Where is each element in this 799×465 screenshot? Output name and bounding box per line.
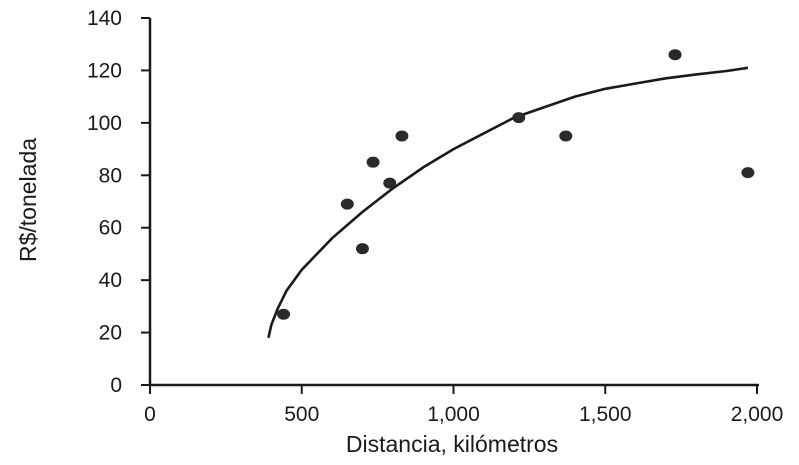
y-axis-title: R$/tonelada	[15, 138, 41, 262]
y-tick-label: 100	[87, 112, 122, 135]
data-point	[559, 130, 573, 142]
y-tick-label: 0	[110, 374, 122, 397]
y-tick-label: 20	[99, 322, 122, 345]
data-point	[512, 112, 526, 124]
x-tick-label: 0	[144, 403, 156, 426]
data-point	[366, 156, 380, 168]
x-tick-label: 2,000	[731, 403, 784, 426]
y-tick-label: 80	[99, 164, 122, 187]
data-point	[741, 167, 755, 179]
data-point	[668, 49, 682, 61]
data-point	[340, 198, 354, 210]
plot-area: 0 20 40 60 80 100 120 140 0 500 1,000 1,500 2,000	[87, 7, 783, 426]
data-point	[277, 308, 291, 320]
y-tick-label: 60	[99, 217, 122, 240]
x-axis-title: Distancia, kilómetros	[346, 431, 558, 457]
x-tick-label: 500	[284, 403, 319, 426]
y-tick-label: 140	[87, 7, 122, 30]
data-point	[383, 177, 397, 189]
y-tick-label: 40	[99, 269, 122, 292]
x-tick-label: 1,000	[427, 403, 480, 426]
y-tick-label: 120	[87, 59, 122, 82]
trend-curve	[267, 66, 749, 339]
x-tick-label: 1,500	[579, 403, 632, 426]
data-point	[355, 243, 369, 255]
data-point	[395, 130, 409, 142]
